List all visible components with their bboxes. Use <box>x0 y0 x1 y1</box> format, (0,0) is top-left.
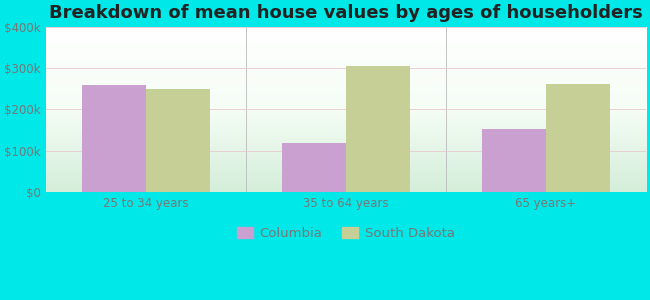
Title: Breakdown of mean house values by ages of householders: Breakdown of mean house values by ages o… <box>49 4 643 22</box>
Bar <box>546 84 610 192</box>
Bar <box>346 66 410 192</box>
Bar <box>82 85 146 192</box>
Bar <box>482 129 546 192</box>
Bar <box>281 142 346 192</box>
Legend: Columbia, South Dakota: Columbia, South Dakota <box>231 222 460 245</box>
Bar <box>146 89 210 192</box>
